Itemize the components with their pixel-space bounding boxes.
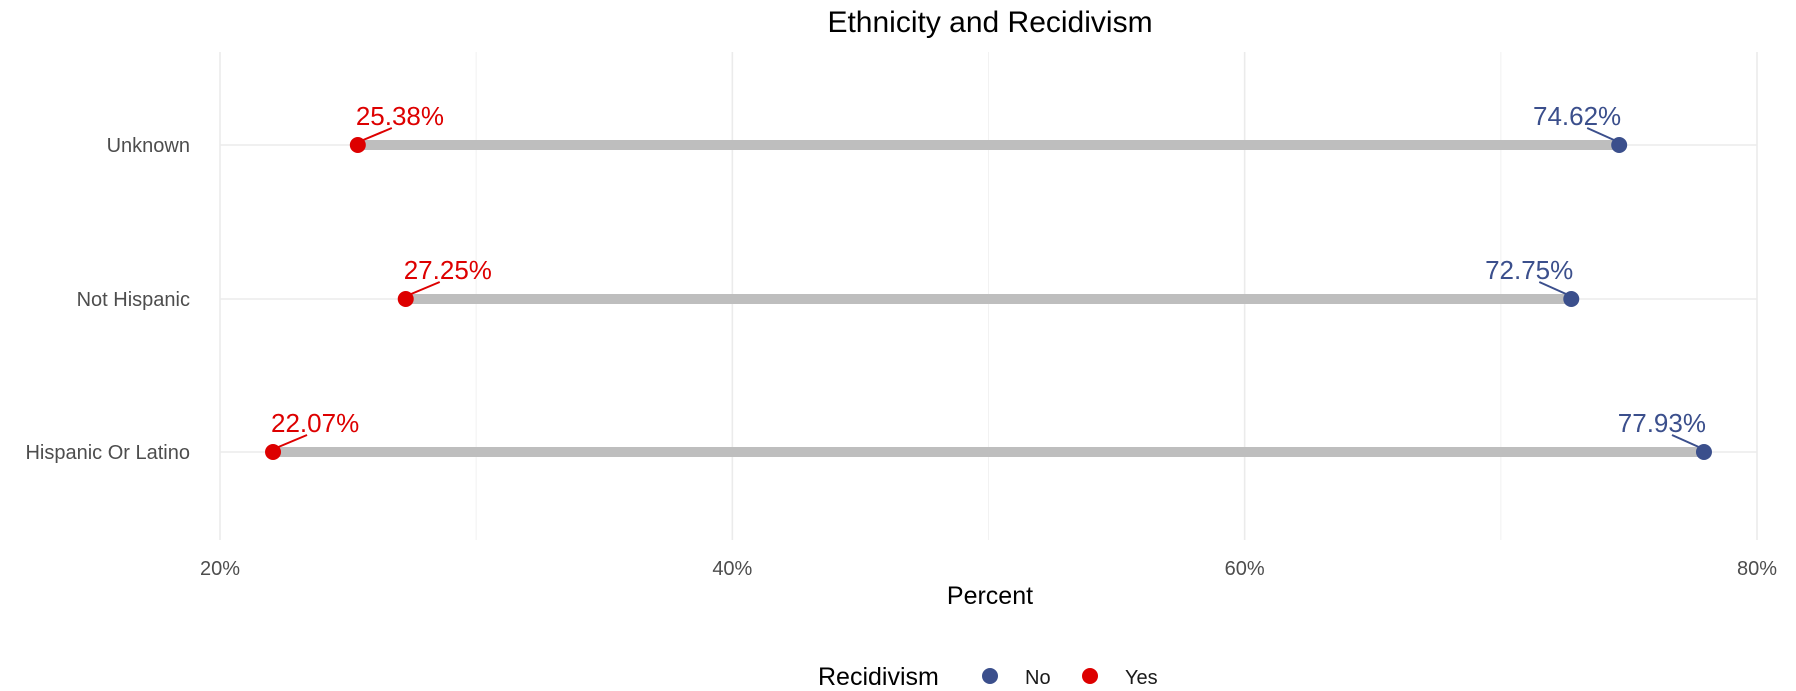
chart-marks: 74.62% 72.75% 77.93% 25.38% 27.25% 22.07% [265, 101, 1712, 460]
x-axis-title: Percent [947, 582, 1033, 610]
x-tick-label: 80% [1737, 558, 1777, 580]
category-label: Hispanic Or Latino [25, 442, 190, 464]
x-tick-label: 20% [200, 558, 240, 580]
x-tick-label: 40% [712, 558, 752, 580]
data-label: 77.93% [1618, 408, 1706, 438]
x-axis-ticks: 20% 40% 60% 80% [200, 558, 1777, 580]
chart-title: Ethnicity and Recidivism [827, 6, 1152, 39]
data-label-leader [408, 281, 441, 296]
data-label-leader [1538, 281, 1569, 296]
x-tick-label: 60% [1225, 558, 1265, 580]
data-label: 25.38% [356, 101, 444, 131]
data-label: 74.62% [1533, 101, 1621, 131]
category-label: Unknown [107, 135, 190, 157]
data-label: 72.75% [1485, 255, 1573, 285]
y-axis-categories: Unknown Not Hispanic Hispanic Or Latino [25, 135, 190, 464]
legend-title: Recidivism [818, 663, 939, 691]
data-label-leader [360, 127, 393, 142]
data-label-leader [275, 434, 308, 449]
data-label: 22.07% [271, 408, 359, 438]
legend-key-yes [1082, 668, 1098, 684]
legend: Recidivism No Yes [818, 663, 1158, 691]
legend-label-no: No [1025, 667, 1051, 689]
data-label-leader [1671, 434, 1702, 449]
data-label-leader [1586, 127, 1617, 142]
legend-key-no [982, 668, 998, 684]
category-label: Not Hispanic [77, 289, 190, 311]
legend-items: No Yes [982, 667, 1158, 689]
legend-label-yes: Yes [1125, 667, 1158, 689]
data-label: 27.25% [404, 255, 492, 285]
